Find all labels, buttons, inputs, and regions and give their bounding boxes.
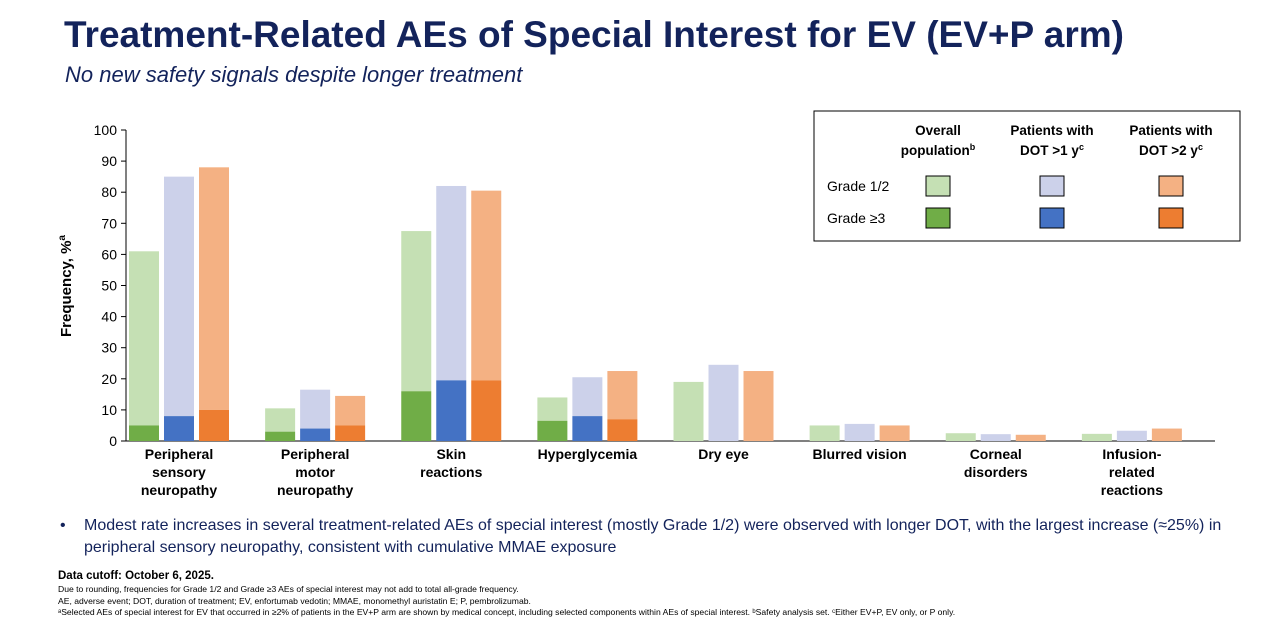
category-label: reactions	[420, 464, 482, 480]
bar-grade-1-2	[1081, 433, 1112, 441]
legend-swatch-grade-1-2	[1039, 175, 1065, 197]
category-label: neuropathy	[277, 482, 353, 498]
bar-grade-1-2	[607, 371, 638, 420]
category-label: Hyperglycemia	[538, 446, 638, 462]
category-label: Peripheral	[145, 446, 213, 462]
bar-grade-3-plus	[436, 380, 467, 441]
category-label: Corneal	[970, 446, 1022, 462]
bar-grade-1-2	[265, 408, 296, 432]
bar-grade-1-2	[809, 425, 840, 441]
category-label: motor	[295, 464, 335, 480]
category-label: Blurred vision	[813, 446, 907, 462]
bar-grade-1-2	[879, 425, 910, 441]
data-cutoff: Data cutoff: October 6, 2025.	[58, 570, 214, 582]
bar-grade-1-2	[471, 190, 502, 381]
y-tick-label: 40	[101, 309, 117, 325]
legend-row-label: Grade ≥3	[827, 210, 885, 226]
bar-grade-1-2	[844, 423, 875, 441]
bar-grade-3-plus	[471, 380, 502, 441]
y-tick-label: 100	[94, 122, 118, 138]
footnote-line: ᵃSelected AEs of special interest for EV…	[58, 607, 956, 617]
bar-grade-3-plus	[607, 419, 638, 441]
y-tick-label: 90	[101, 153, 117, 169]
bar-chart: 0 10 20 30 40 50 60 70 80 90 100 Frequency, %a Perip…	[57, 110, 1241, 498]
y-tick-label: 50	[101, 278, 117, 294]
legend-swatch-grade-3-plus	[1158, 207, 1184, 229]
y-tick-label: 30	[101, 340, 117, 356]
bar-grade-1-2	[1116, 430, 1147, 441]
bar-grade-3-plus	[572, 416, 603, 441]
y-tick-label: 20	[101, 371, 117, 387]
y-tick-label: 70	[101, 215, 117, 231]
legend-swatch-grade-3-plus	[1039, 207, 1065, 229]
bar-grade-3-plus	[129, 425, 159, 441]
legend-column-header: Patients with	[1010, 123, 1093, 138]
bar-grade-3-plus	[335, 425, 366, 441]
bar-grade-3-plus	[164, 416, 194, 441]
category-label: Peripheral	[281, 446, 349, 462]
bar-grade-3-plus	[265, 431, 296, 441]
bar-grade-1-2	[537, 397, 568, 421]
legend-column-header: populationb	[901, 142, 976, 158]
legend-swatch-grade-3-plus	[925, 207, 951, 229]
legend-swatch-grade-1-2	[1158, 175, 1184, 197]
key-takeaway: • Modest rate increases in several treat…	[60, 515, 1240, 559]
bullet-dot: •	[60, 517, 66, 534]
bar-grade-1-2	[708, 364, 739, 441]
category-label: disorders	[964, 464, 1028, 480]
bar-grade-1-2	[572, 377, 603, 417]
legend-column-header: Patients with	[1129, 123, 1212, 138]
bar-grade-1-2	[980, 434, 1011, 441]
bar-grade-3-plus	[401, 391, 432, 441]
category-label: Skin	[436, 446, 466, 462]
y-tick-label: 80	[101, 184, 117, 200]
key-takeaway-text: Modest rate increases in several treatme…	[84, 517, 1222, 556]
y-tick-label: 10	[101, 402, 117, 418]
bar-grade-1-2	[945, 433, 976, 441]
bar-grade-1-2	[199, 167, 229, 410]
bar-grade-3-plus	[199, 409, 229, 441]
category-label: related	[1109, 464, 1155, 480]
legend-swatch-grade-1-2	[925, 175, 951, 197]
footnote-line: Due to rounding, frequencies for Grade 1…	[58, 584, 519, 594]
page-title: Treatment-Related AEs of Special Interes…	[64, 14, 1124, 55]
category-label: sensory	[152, 464, 206, 480]
footnotes: Data cutoff: October 6, 2025. Due to rou…	[58, 570, 1258, 619]
category-label: Dry eye	[698, 446, 749, 462]
footnote-line: AE, adverse event; DOT, duration of trea…	[58, 595, 531, 606]
category-label: reactions	[1101, 482, 1163, 498]
bar-grade-1-2	[401, 231, 432, 392]
bar-grade-1-2	[129, 251, 159, 426]
bar-grade-1-2	[164, 176, 194, 417]
bar-grade-1-2	[1151, 428, 1182, 441]
bar-grade-1-2	[1015, 434, 1046, 441]
bar-grade-3-plus	[537, 420, 568, 441]
page-subtitle: No new safety signals despite longer tre…	[65, 62, 523, 87]
legend-column-header: DOT >1 yc	[1020, 142, 1084, 158]
category-label: Infusion-	[1102, 446, 1161, 462]
y-tick-label: 0	[109, 433, 117, 449]
bar-grade-1-2	[436, 185, 467, 381]
bar-grade-3-plus	[300, 428, 331, 441]
legend-column-header: DOT >2 yc	[1139, 142, 1203, 158]
bar-grade-1-2	[673, 381, 704, 441]
bar-grade-1-2	[335, 395, 366, 426]
bar-grade-1-2	[743, 371, 774, 441]
y-axis-title: Frequency, %a	[57, 235, 75, 337]
legend-row-label: Grade 1/2	[827, 178, 889, 194]
bar-grade-1-2	[300, 389, 331, 429]
y-tick-label: 60	[101, 246, 117, 262]
legend-column-header: Overall	[915, 123, 961, 138]
category-label: neuropathy	[141, 482, 217, 498]
